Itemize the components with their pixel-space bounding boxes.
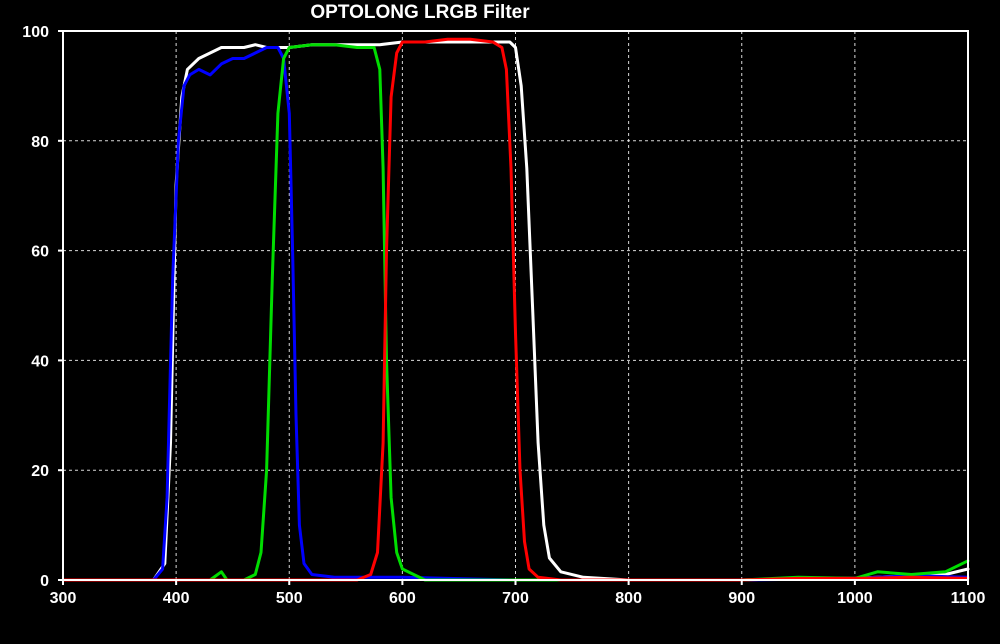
x-tick-label: 1000 (837, 590, 873, 607)
x-tick-label: 400 (163, 590, 190, 607)
y-tick-label: 40 (31, 353, 49, 370)
chart-title: OPTOLONG LRGB Filter (310, 2, 530, 23)
y-tick-label: 20 (31, 463, 49, 480)
series-line-3 (61, 37, 970, 582)
x-tick-label: 300 (50, 590, 77, 607)
x-tick-label: 600 (389, 590, 416, 607)
series-lines (61, 37, 970, 582)
y-tick-labels: 0 20 40 60 80 100 (22, 24, 63, 590)
x-tick-label: 1100 (951, 590, 986, 607)
x-tick-labels: 300 400 500 600 700 800 900 1000 1100 (50, 580, 986, 607)
y-tick-label: 80 (31, 134, 49, 151)
y-tick-label: 60 (31, 244, 49, 261)
series-line-1 (61, 46, 970, 582)
y-tick-label: 100 (22, 24, 49, 41)
x-tick-label: 500 (276, 590, 303, 607)
x-tick-label: 700 (502, 590, 529, 607)
x-tick-label: 800 (615, 590, 642, 607)
x-tick-label: 900 (728, 590, 755, 607)
grid-lines (63, 31, 968, 580)
y-tick-label: 0 (40, 573, 49, 590)
